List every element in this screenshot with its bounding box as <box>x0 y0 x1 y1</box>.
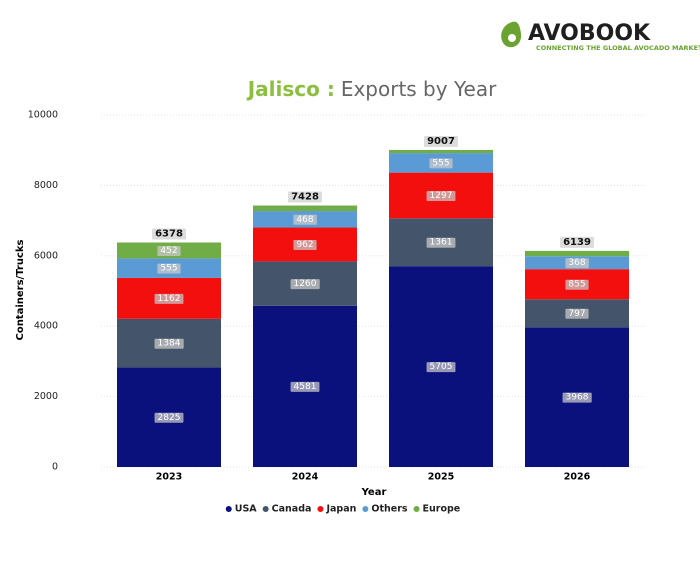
label-box <box>154 338 184 349</box>
data-label: 368 <box>568 258 585 268</box>
x-tick-label: 2026 <box>564 472 591 483</box>
logo-name: AVOBOOK <box>528 21 651 46</box>
legend-label: USA <box>235 504 258 515</box>
label-box <box>424 135 458 147</box>
total-label: 6139 <box>563 237 591 248</box>
label-box <box>565 308 589 319</box>
legend-marker <box>262 506 269 512</box>
label-box <box>157 245 181 256</box>
total-label: 9007 <box>427 136 455 147</box>
data-label: 555 <box>160 264 177 274</box>
y-tick-label: 8000 <box>34 180 58 191</box>
label-box <box>154 412 184 423</box>
label-box <box>293 239 317 250</box>
label-box <box>426 362 456 373</box>
bar-segment <box>525 250 629 257</box>
logo-icon-seed <box>508 34 516 42</box>
data-label: 1384 <box>158 339 181 349</box>
label-box <box>426 237 456 248</box>
label-box <box>154 293 184 304</box>
legend-marker <box>362 506 369 512</box>
data-label: 3968 <box>566 393 589 403</box>
data-label: 555 <box>432 158 449 168</box>
y-tick-label: 4000 <box>34 321 58 332</box>
title-text: Exports by Year <box>341 77 497 101</box>
label-box <box>426 190 456 201</box>
data-label: 1361 <box>430 238 453 248</box>
data-label: 5705 <box>430 362 453 372</box>
data-label: 468 <box>296 215 313 225</box>
legend-label: Japan <box>325 504 356 515</box>
total-label: 6378 <box>155 228 183 239</box>
label-box <box>288 191 322 203</box>
label-box <box>152 228 186 240</box>
label-box <box>290 279 320 290</box>
legend: USA Canada Japan Others Europe <box>225 504 461 515</box>
label-box <box>290 381 320 392</box>
x-tick-label: 2023 <box>156 472 182 483</box>
data-label: 855 <box>568 280 585 290</box>
legend-label: Canada <box>272 504 312 515</box>
label-box <box>565 258 589 269</box>
x-tick-label: 2025 <box>428 472 454 483</box>
label-box <box>565 279 589 290</box>
y-tick-label: 2000 <box>34 391 58 402</box>
chart-title: Jalisco : Exports by Year <box>246 77 497 101</box>
y-tick-label: 0 <box>52 462 58 473</box>
label-box <box>157 263 181 274</box>
bar-segment <box>253 205 357 212</box>
data-label: 2825 <box>158 413 181 423</box>
title-highlight: Jalisco : <box>246 77 335 101</box>
legend-marker <box>225 506 232 512</box>
bar-segment <box>389 149 493 154</box>
logo: AVOBOOK CONNECTING THE GLOBAL AVOCADO MA… <box>501 21 700 52</box>
total-label: 7428 <box>291 192 319 203</box>
x-tick-label: 2024 <box>292 472 319 483</box>
legend-label: Others <box>371 504 408 515</box>
data-label: 4581 <box>294 382 317 392</box>
data-label: 1260 <box>294 279 317 289</box>
label-box <box>293 214 317 225</box>
label-box <box>560 236 594 248</box>
data-label: 1162 <box>158 294 181 304</box>
y-axis-title: Containers/Trucks <box>15 239 26 340</box>
label-box <box>429 158 453 169</box>
y-tick-label: 10000 <box>28 110 58 121</box>
y-tick-label: 6000 <box>34 250 58 261</box>
data-label: 797 <box>568 309 585 319</box>
data-label: 962 <box>296 240 313 250</box>
legend-label: Europe <box>423 504 461 515</box>
legend-marker <box>317 506 324 512</box>
data-label: 452 <box>160 246 177 256</box>
logo-tagline: CONNECTING THE GLOBAL AVOCADO MARKET <box>536 44 700 52</box>
data-label: 1297 <box>430 191 453 201</box>
label-box <box>562 392 592 403</box>
legend-marker <box>413 506 420 512</box>
x-axis-title: Year <box>361 487 387 498</box>
